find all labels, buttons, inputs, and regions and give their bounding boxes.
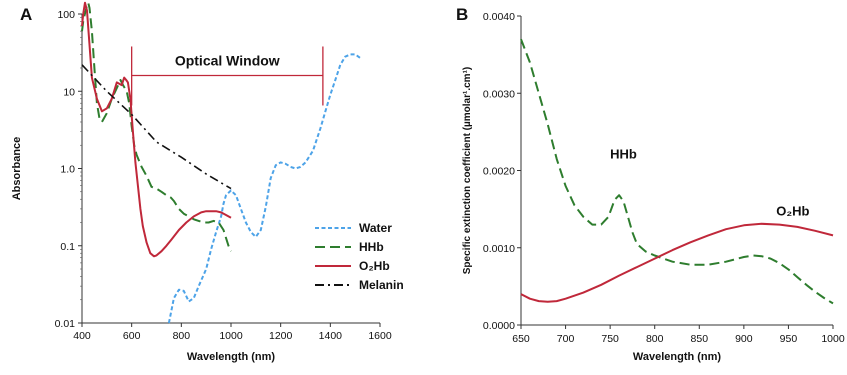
panel-a-series-line-water <box>167 53 361 324</box>
panel-a-x-tick-label: 1600 <box>368 330 392 342</box>
optical-window-annotation: Optical Window <box>131 46 324 106</box>
panel-b-y-tick-label: 0.0040 <box>483 11 515 23</box>
panel-b-x-tick-label: 900 <box>735 333 753 345</box>
panel-b-ticks: 650 700 750 800 850 900 950 1000 0.0000 0.0010 0.0… <box>483 11 845 345</box>
panel-a-x-tick-label: 1000 <box>219 330 243 342</box>
panel-b-y-tick-label: 0.0020 <box>483 166 515 178</box>
panel-a-letter: A <box>20 5 32 24</box>
legend-label-hhb: HHb <box>359 240 384 254</box>
panel-b-y-axis-label: Specific extinction coefficient (µmolar¹… <box>462 67 473 274</box>
legend-label-o-hb: O₂Hb <box>359 259 390 273</box>
panel-b-x-tick-label: 850 <box>691 333 709 345</box>
panel-b-x-tick-label: 800 <box>646 333 664 345</box>
panel-b-y-tick-label: 0.0000 <box>483 320 515 332</box>
panel-b: B 650 700 750 800 850 900 950 1000 0.0000 0.0010 0… <box>456 5 845 363</box>
panel-a-y-tick-label: 1.0 <box>60 164 75 176</box>
optical-window-label: Optical Window <box>175 52 280 68</box>
panel-a-y-tick-label: 100 <box>57 9 75 21</box>
panel-a-legend: Water HHb O₂Hb Melanin <box>315 221 404 292</box>
legend-label-melanin: Melanin <box>359 278 404 292</box>
panel-a-x-tick-label: 1400 <box>319 330 343 342</box>
panel-a-x-tick-label: 1200 <box>269 330 293 342</box>
panel-b-y-tick-label: 0.0010 <box>483 243 515 255</box>
panel-b-x-axis-label: Wavelength (nm) <box>633 351 722 363</box>
panel-b-series-line-o-hb <box>520 222 834 303</box>
panel-a-x-tick-label: 600 <box>123 330 141 342</box>
panel-a-y-tick-label: 0.01 <box>55 318 76 330</box>
panel-a-series-line-hhb <box>81 1 232 252</box>
panel-b-x-tick-label: 700 <box>557 333 575 345</box>
panel-b-x-tick-label: 650 <box>512 333 530 345</box>
panel-a-x-tick-label: 400 <box>73 330 91 342</box>
panel-a-y-axis-label: Absorbance <box>11 137 23 201</box>
panel-a-series <box>81 1 361 324</box>
panel-b-x-tick-label: 750 <box>601 333 619 345</box>
legend-label-water: Water <box>359 221 392 235</box>
panel-b-letter: B <box>456 5 468 24</box>
panel-a-ticks: 400 600 800 1000 1200 1400 1600 0.01 0.1 1.0 10 100 <box>55 9 392 342</box>
panel-a-series-line-o-hb <box>81 1 232 258</box>
panel-b-y-tick-label: 0.0030 <box>483 88 515 100</box>
panel-a-y-tick-label: 10 <box>63 86 75 98</box>
panel-a-x-axis-label: Wavelength (nm) <box>187 351 276 363</box>
panel-a-x-tick-label: 800 <box>173 330 191 342</box>
panel-b-o2hb-label: O₂Hb <box>776 203 809 218</box>
panel-b-axes <box>520 16 833 326</box>
panel-a-series-line-melanin <box>81 64 232 190</box>
panel-b-series <box>520 38 834 305</box>
panel-b-hhb-label: HHb <box>610 146 637 161</box>
panel-b-x-tick-label: 950 <box>780 333 798 345</box>
panel-a-y-tick-label: 0.1 <box>60 241 75 253</box>
panel-b-x-tick-label: 1000 <box>821 333 845 345</box>
panel-b-series-line-hhb <box>520 38 834 305</box>
panel-a: A 400 600 800 1000 1200 1400 1600 0.01 0.1 1.0 10 1… <box>11 1 404 363</box>
